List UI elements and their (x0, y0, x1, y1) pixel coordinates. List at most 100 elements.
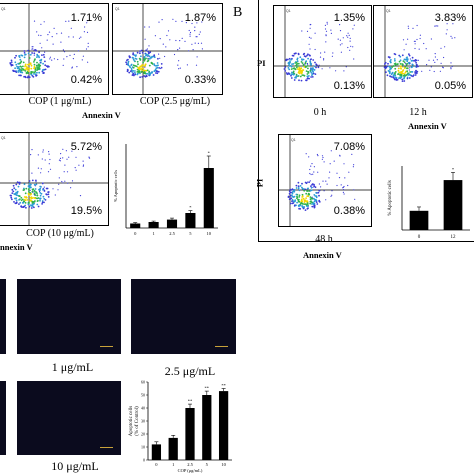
flow-plot-48h: 7.08% 0.38% Q1 (278, 134, 372, 227)
flow-scatter (0, 133, 108, 225)
bar (409, 210, 429, 230)
significance-mark: * (189, 205, 192, 210)
caption-0h: 0 h (313, 107, 327, 118)
flow-q1-label: Q1 (1, 7, 6, 11)
x-tick-label: 2.5 (187, 462, 193, 467)
x-tick-label: 0 (155, 462, 158, 467)
x-tick-label: 5 (189, 231, 192, 236)
x-tick-label: 10 (221, 462, 226, 467)
y-axis-label: % Apoptotic cells (113, 170, 118, 202)
flow-q2-value: 1.35% (333, 12, 365, 24)
pi-label-bottom: PI (254, 178, 265, 188)
scatter-cloud (9, 20, 89, 79)
micro-image-control-2 (0, 381, 6, 455)
bar (148, 222, 159, 228)
bar (443, 180, 463, 230)
y-axis-label: % Apoptotic cells (388, 180, 393, 216)
y-tick-label: 20 (141, 432, 145, 437)
significance-mark: * (208, 151, 211, 156)
caption-12h: 12 h (409, 107, 427, 118)
annexin-label-a-bottom: nnexin V (0, 242, 33, 252)
panel-b-border-bottom (258, 241, 474, 242)
bar-chart-apoptosis-dose: 0 1 2.5 * 5 * 10 % Apoptotic cells (113, 144, 218, 236)
panel-b-letter: B (233, 5, 243, 20)
y-tick-label: 60 (141, 380, 145, 385)
flow-q2-value: 3.83% (434, 12, 466, 24)
caption-48h: 48 h (315, 234, 333, 245)
scale-bar (100, 447, 113, 448)
flow-plot-12h: 3.83% 0.05% Q1 (373, 5, 473, 98)
scatter-cloud (287, 150, 356, 211)
caption-cop25: COP (2.5 μg/mL) (139, 96, 211, 107)
significance-mark: * (452, 167, 455, 172)
pi-label-top: PI (257, 58, 266, 68)
significance-mark: ** (205, 386, 210, 391)
y-axis-label: (% of Control) (135, 406, 140, 436)
scatter-cloud (125, 18, 203, 79)
flow-q1-label: Q1 (386, 9, 391, 13)
scatter-cloud (9, 148, 91, 209)
flow-scatter (113, 4, 222, 94)
flow-q2-value: 5.72% (70, 141, 102, 153)
bar (185, 408, 195, 460)
bar-chart-apoptosis-percent-control: 0 1 ** 2.5 ** 5 ** 10 0 10 20 30 40 50 60 Apoptotic cel… (129, 380, 232, 473)
flow-q3-value: 0.38% (333, 205, 365, 217)
flow-plot-0h: 1.35% 0.13% Q1 (273, 5, 372, 98)
micro-image-2-5 (131, 279, 236, 354)
y-axis-label: Apoptotic cells (129, 406, 134, 436)
flow-q3-value: 0.33% (184, 74, 216, 86)
scale-bar (215, 346, 228, 347)
flow-q3-value: 0.42% (70, 74, 102, 86)
x-tick-label: 0 (418, 235, 421, 240)
flow-scatter (0, 4, 108, 94)
micro-image-1 (17, 279, 121, 354)
x-tick-label: 2.5 (169, 231, 175, 236)
flow-scatter (374, 6, 472, 97)
flow-q2-value: 1.87% (184, 12, 216, 24)
bar (185, 213, 196, 228)
bar (151, 444, 162, 460)
annexin-label-b-top: Annexin V (408, 121, 447, 131)
flow-q3-value: 0.13% (333, 80, 365, 92)
annexin-label-a-top: Annexin V (82, 110, 121, 120)
caption-micro-10: 10 μg/mL (51, 459, 99, 473)
flow-q1-label: Q1 (291, 138, 296, 142)
caption-micro-2-5: 2.5 μg/mL (164, 364, 216, 378)
significance-mark: ** (188, 399, 193, 404)
bar (130, 223, 141, 228)
flow-q2-value: 7.08% (333, 141, 365, 153)
micro-image-control (0, 279, 6, 354)
y-tick-label: 0 (143, 458, 145, 463)
flow-scatter (274, 6, 371, 97)
bar (202, 395, 212, 460)
flow-plot-cop1: 1.71% 0.42% Q1 (0, 3, 109, 95)
flow-q3-value: 19.5% (70, 205, 102, 217)
bar-chart-apoptosis-time: 0 * 12 % Apoptotic cells (388, 166, 470, 240)
flow-plot-cop10: 5.72% 19.5% Q1 (0, 132, 109, 226)
x-tick-label: 12 (451, 235, 457, 240)
annexin-label-b-bottom: Annexin V (303, 250, 342, 260)
x-tick-label: 1 (152, 231, 154, 236)
flow-q1-label: Q1 (115, 7, 120, 11)
scatter-cloud (283, 21, 355, 82)
flow-q1-label: Q1 (1, 136, 6, 140)
micro-image-10 (17, 381, 121, 455)
x-tick-label: 5 (206, 462, 209, 467)
scale-bar (100, 346, 113, 347)
bar (218, 391, 229, 460)
y-tick-label: 30 (141, 419, 145, 424)
y-tick-label: 40 (141, 406, 145, 411)
flow-q2-value: 1.71% (70, 12, 102, 24)
x-axis-label: COP (μg/mL) (178, 468, 203, 473)
significance-mark: ** (221, 383, 226, 388)
x-tick-label: 1 (172, 462, 174, 467)
scatter-cloud (383, 23, 456, 82)
y-tick-label: 50 (141, 393, 145, 398)
flow-q1-label: Q1 (286, 9, 291, 13)
bar (166, 219, 178, 228)
caption-micro-1: 1 μg/mL (51, 360, 94, 374)
x-tick-label: 10 (207, 231, 212, 236)
y-tick-label: 10 (141, 445, 145, 450)
flow-q3-value: 0.05% (434, 80, 466, 92)
panel-b-border (258, 0, 259, 242)
